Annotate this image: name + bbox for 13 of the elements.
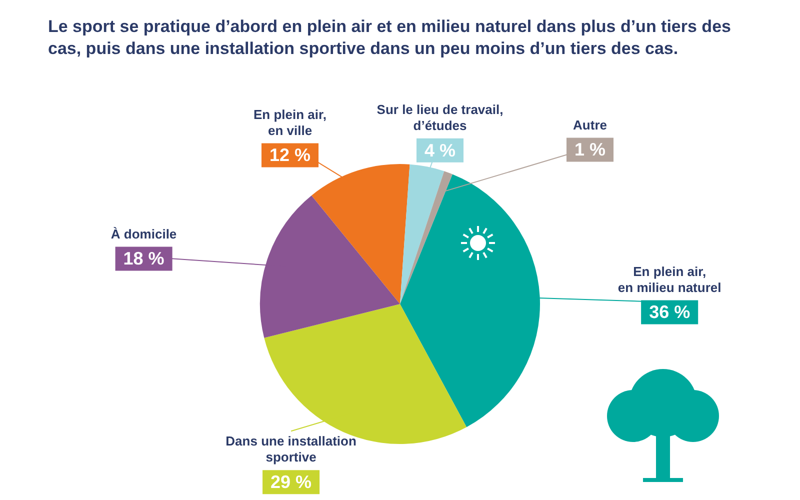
slice-label: Dans une installation sportive [226,434,356,465]
slice-label: En plein air, en ville [254,106,326,138]
slice-label: En plein air, en milieu naturel [618,264,722,295]
data-label: 4 % [424,140,456,160]
slice-label: À domicile [110,226,177,242]
data-label: 36 % [649,302,690,322]
data-label: 12 % [269,145,311,166]
slice-label: Sur le lieu de travail, d’études [376,102,504,133]
slice-label: Autre [573,117,607,132]
data-label: 1 % [574,140,606,160]
data-label: 29 % [270,472,312,492]
data-label: 18 % [123,248,164,269]
chart-title: Le sport se pratique d’abord en plein air et en milieu naturel dans plus d’un tiers des cas, puis dans une installation sportive dans un peu moins d’un tiers des cas. [47,16,732,60]
